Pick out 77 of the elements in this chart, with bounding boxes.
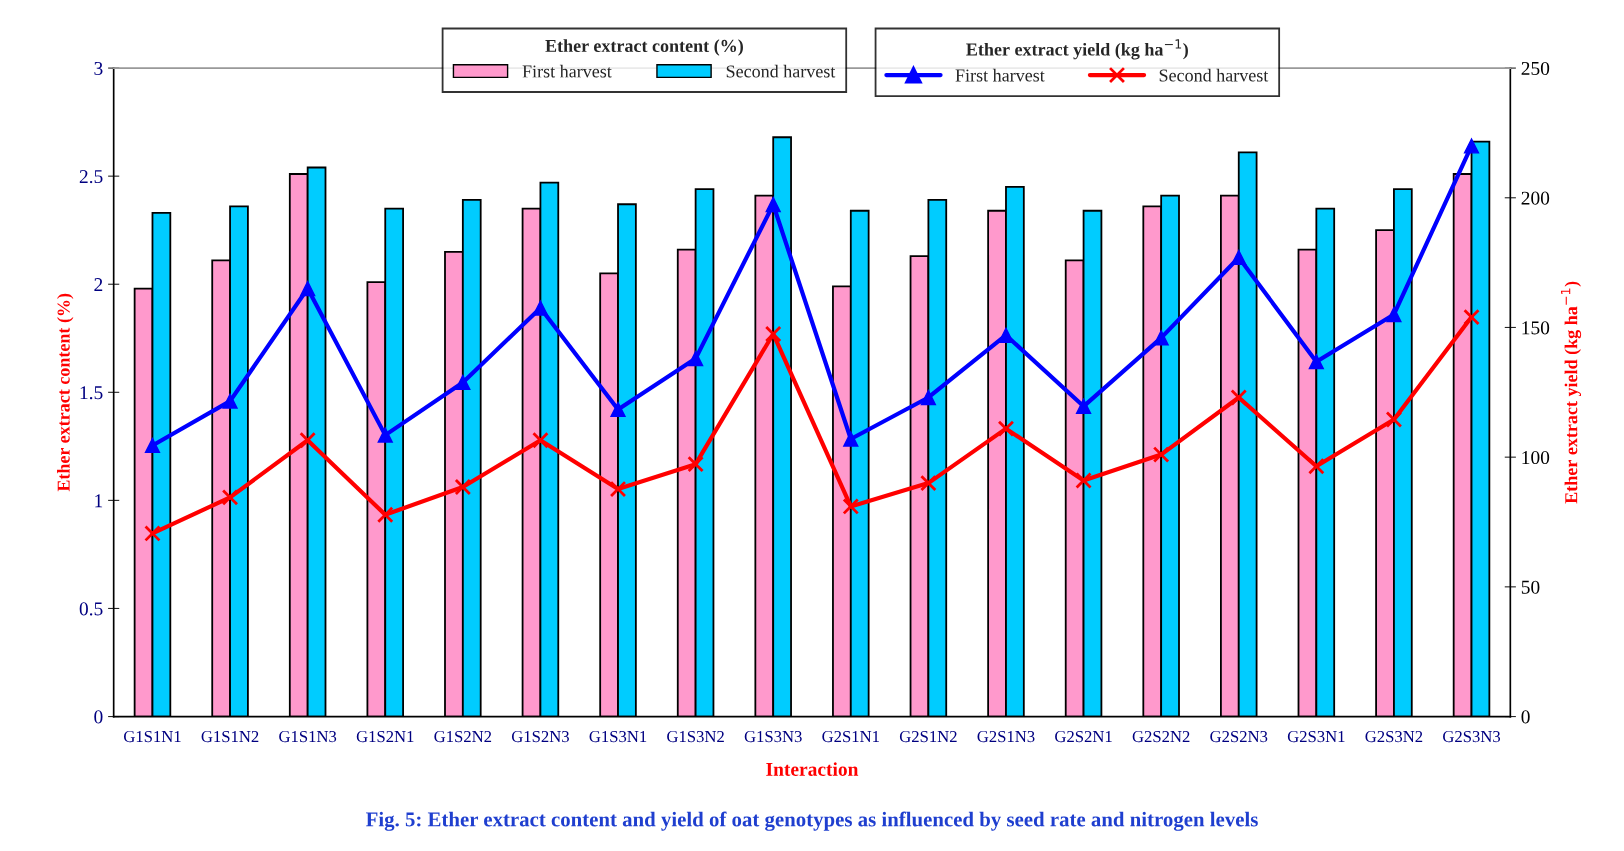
- x-tick-label: G1S3N1: [589, 730, 647, 743]
- y-axis-title: Ether extract content (%): [57, 293, 74, 492]
- point: [920, 389, 937, 406]
- point: [1463, 308, 1480, 326]
- x-tick-label: G1S3N3: [744, 730, 802, 743]
- x-tick-label: G2S2N1: [1055, 730, 1112, 743]
- x-tick-label: G1S2N3: [511, 730, 569, 743]
- x-tick-label: G2S1N1: [822, 730, 879, 743]
- x-tick-label: G2S3N3: [1443, 730, 1501, 743]
- x-tick-label: G1S1N2: [201, 730, 259, 743]
- x-tick-label: G2S1N2: [899, 730, 957, 743]
- point: [299, 431, 316, 449]
- y2-tick-label: 150: [1522, 321, 1550, 335]
- y-tick-label: 1.5: [80, 386, 103, 400]
- point: [1386, 306, 1402, 323]
- point: [687, 350, 704, 367]
- legend-label: First harvest: [955, 68, 1045, 82]
- text: Ether extract content (%): [545, 39, 743, 56]
- point: [300, 280, 316, 297]
- point: [609, 480, 627, 498]
- point: [377, 427, 393, 443]
- point: [1075, 398, 1092, 414]
- point: [1075, 472, 1092, 489]
- point: [144, 525, 161, 542]
- point: [1231, 249, 1247, 266]
- point: [376, 506, 394, 524]
- point: [1152, 446, 1170, 463]
- x-tick-label: G1S2N2: [434, 730, 492, 743]
- point: [610, 401, 626, 418]
- point: [997, 420, 1015, 437]
- point: [687, 455, 704, 473]
- point: [765, 196, 781, 213]
- point: [532, 431, 549, 449]
- x-tick-label: G1S3N2: [667, 730, 724, 743]
- y2-tick-label: 250: [1521, 61, 1550, 76]
- x-tick-label: G1S1N3: [279, 730, 337, 743]
- x-tick-label: G1S2N1: [356, 730, 414, 743]
- text: Ether extract yield (kg ha$^{−1}$): [966, 39, 1188, 60]
- y-tick-label: 3: [94, 61, 103, 76]
- y-tick-label: 1: [95, 494, 103, 508]
- y2-axis-title: Ether extract yield (kg ha$^{−1}$): [1561, 281, 1582, 504]
- point: [1463, 138, 1480, 154]
- legend-label: Second harvest: [726, 64, 836, 78]
- x-tick-label: G2S1N3: [977, 730, 1035, 743]
- point: [454, 478, 472, 496]
- y2-tick-label: 100: [1522, 450, 1550, 465]
- x-tick-label: G2S2N2: [1132, 730, 1190, 743]
- point: [221, 489, 239, 506]
- y-tick-label: 0.5: [79, 602, 103, 616]
- caption: Fig. 5: Ether extract content and yield of oat genotypes as influenced by seed rate and nitrogen levels: [366, 811, 1258, 831]
- y-tick-label: 2.5: [79, 170, 103, 184]
- point: [920, 474, 937, 492]
- x-axis-title: Interaction: [766, 762, 859, 776]
- point: [1308, 354, 1324, 370]
- point: [842, 498, 860, 515]
- legend-label: First harvest: [522, 64, 612, 78]
- point: [843, 431, 859, 447]
- y-tick-label: 0: [94, 710, 103, 724]
- y2-tick-label: 0: [1521, 710, 1530, 724]
- y2-tick-label: 200: [1521, 191, 1550, 205]
- point: [222, 393, 238, 409]
- legend-label: Second harvest: [1159, 68, 1269, 82]
- x-tick-label: G1S1N1: [123, 730, 181, 743]
- point: [144, 437, 161, 454]
- point: [764, 325, 782, 343]
- point: [1230, 389, 1248, 406]
- point: [455, 374, 471, 391]
- point: [1385, 411, 1403, 428]
- y-tick-label: 2: [94, 278, 103, 291]
- point: [1153, 330, 1169, 346]
- point: [998, 327, 1014, 343]
- x-tick-label: G2S2N3: [1210, 730, 1268, 743]
- y2-tick-label: 50: [1521, 580, 1540, 594]
- x-tick-label: G2S3N2: [1365, 730, 1423, 743]
- point: [532, 300, 549, 316]
- x-tick-label: G2S3N1: [1287, 730, 1345, 743]
- point: [1308, 457, 1325, 475]
